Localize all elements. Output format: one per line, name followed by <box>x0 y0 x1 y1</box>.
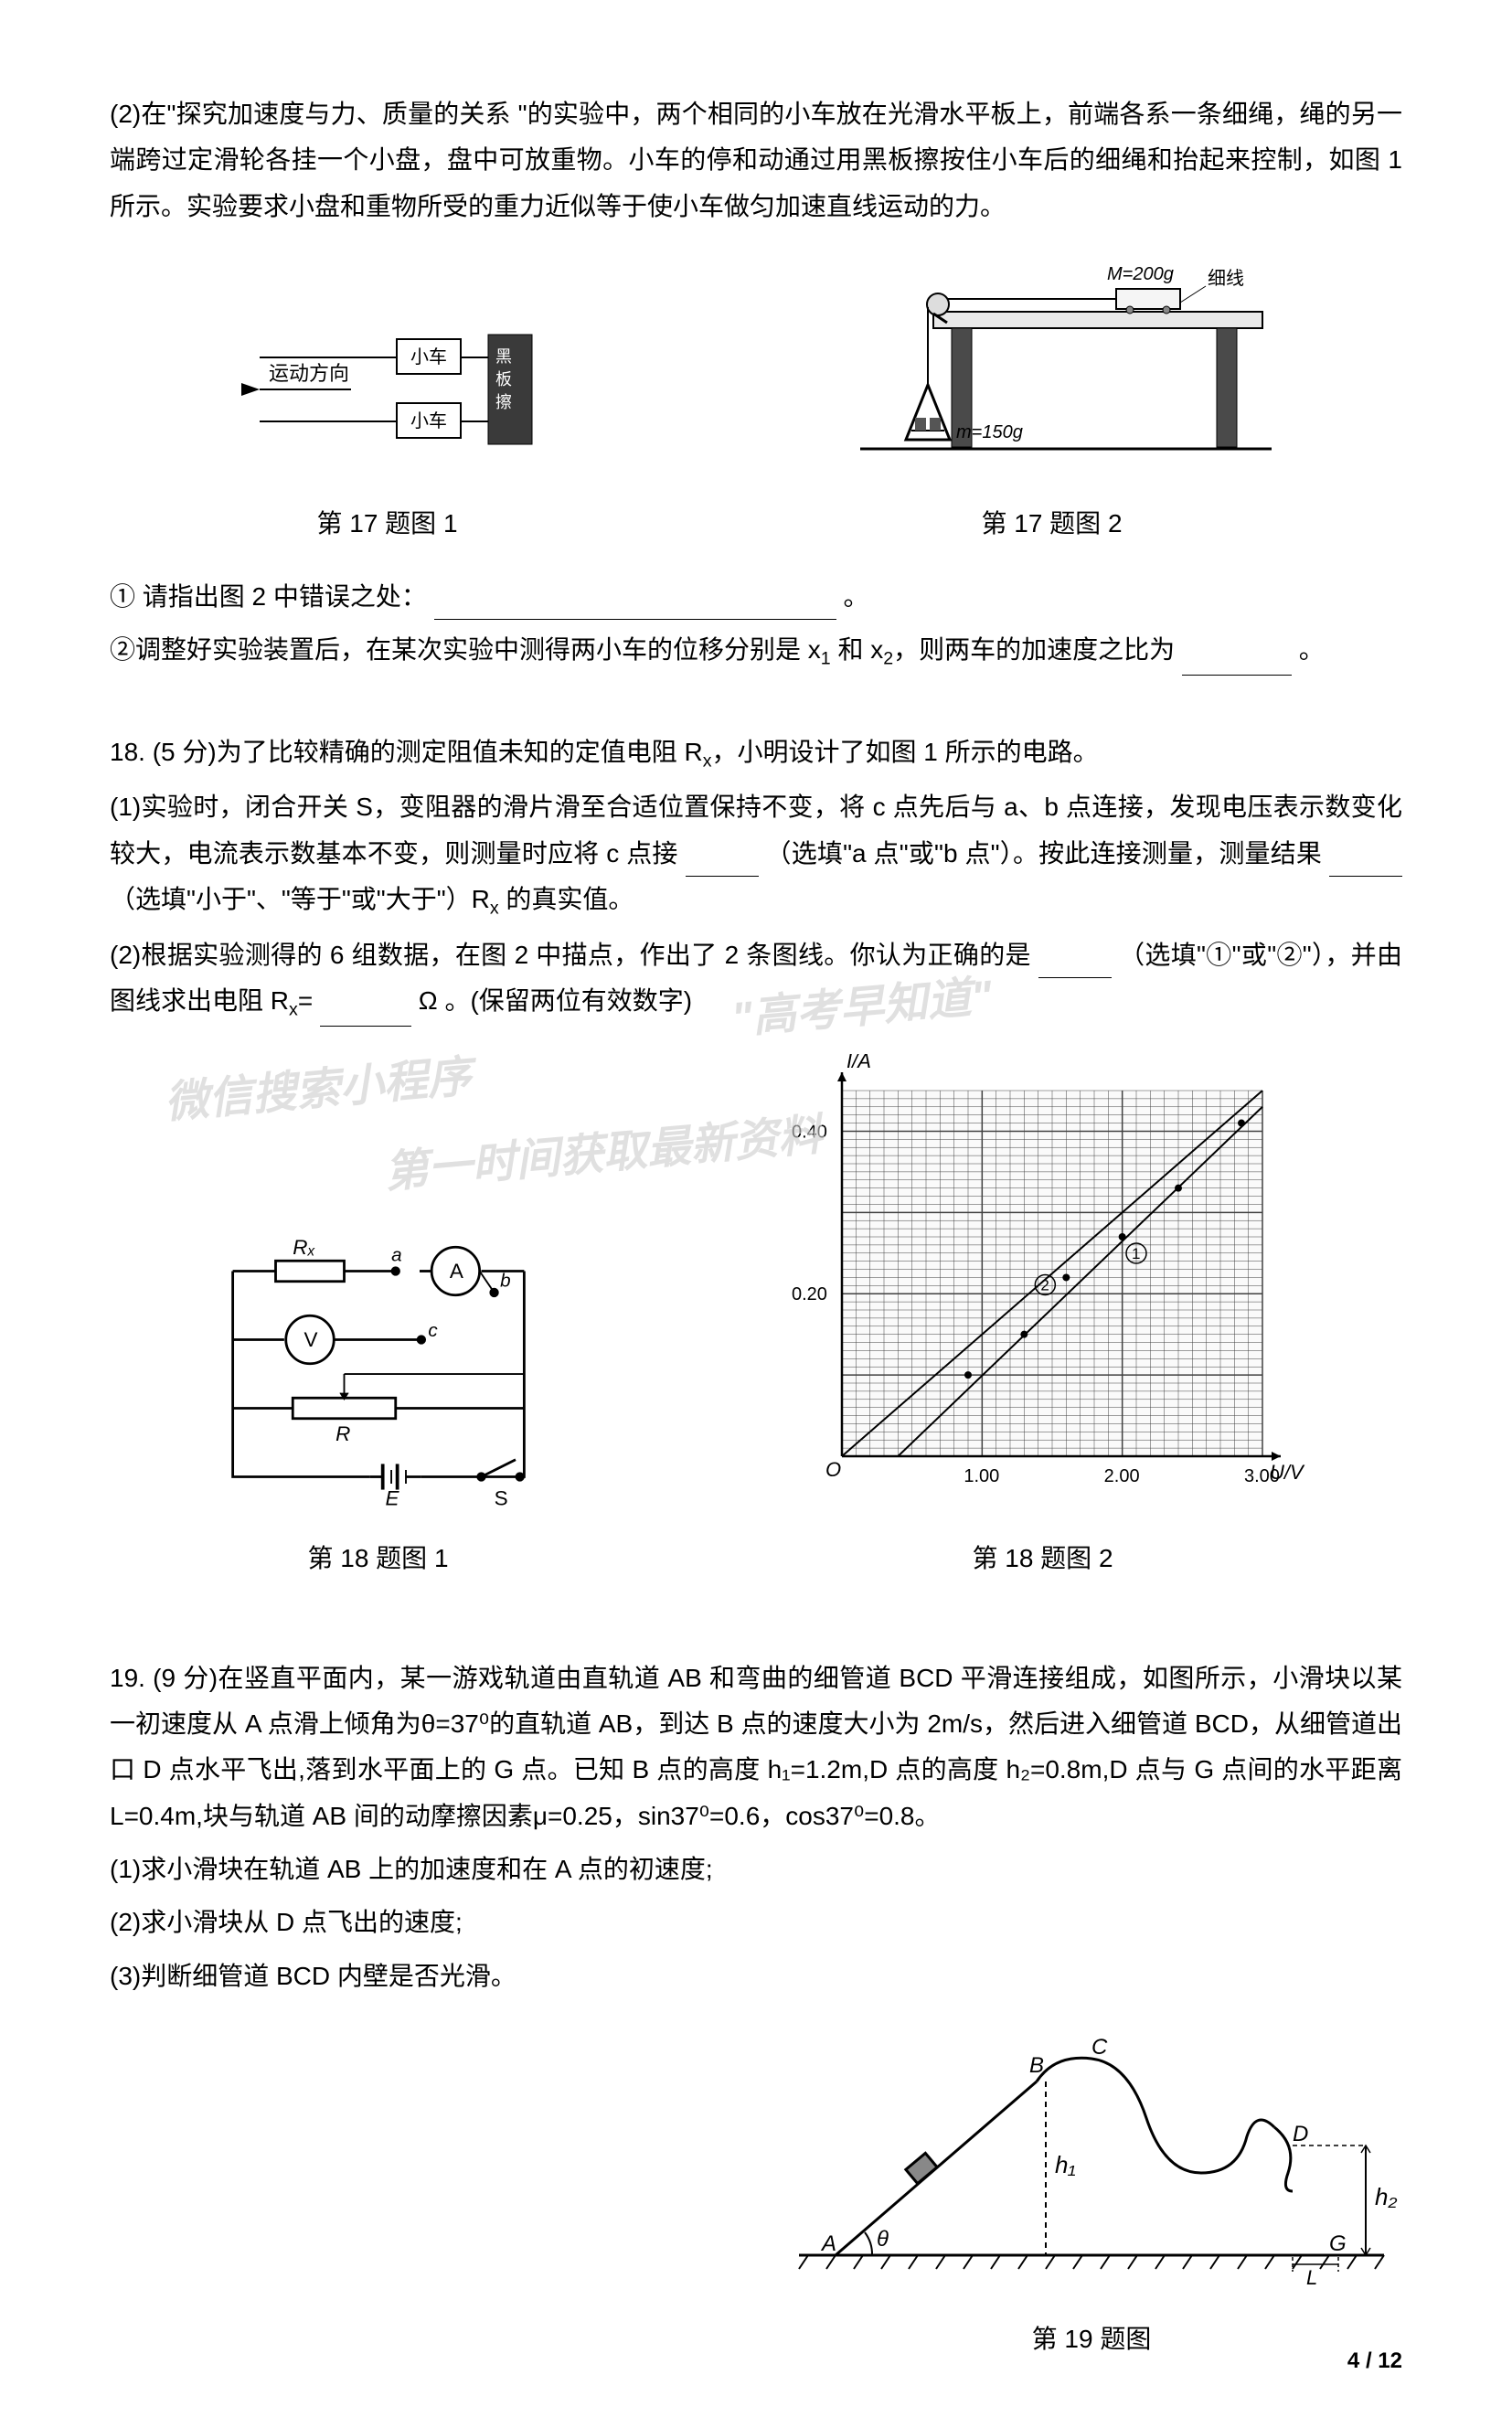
svg-text:a: a <box>391 1245 401 1266</box>
svg-text:小车: 小车 <box>410 410 447 431</box>
svg-text:1.00: 1.00 <box>964 1466 999 1486</box>
svg-text:m=150g: m=150g <box>956 422 1023 442</box>
svg-text:Rₓ: Rₓ <box>293 1237 315 1259</box>
q17-sub1-blank[interactable] <box>434 590 836 621</box>
q19-track-svg: A B C D G θ h₁ h₂ L <box>781 2018 1402 2292</box>
svg-text:板: 板 <box>495 370 512 389</box>
svg-text:B: B <box>1029 2053 1044 2078</box>
svg-text:0.40: 0.40 <box>792 1123 827 1143</box>
svg-text:3.00: 3.00 <box>1244 1466 1280 1486</box>
q18-figures-row: Rₓ A V R E S a b c 第 18 题图 1 OU/VI/A1.00… <box>110 1054 1402 1581</box>
q17-fig2-svg: M=200g 细线 m=150g <box>824 257 1281 476</box>
q18-fig2-block: OU/VI/A1.002.003.000.200.4012 第 18 题图 2 <box>760 1054 1326 1581</box>
q19-sub3: (3)判断细管道 BCD 内壁是否光滑。 <box>110 1954 1402 1999</box>
svg-text:h₁: h₁ <box>1055 2151 1076 2178</box>
q17-fig1-block: 运动方向 小车 小车 黑 板 擦 第 17 题图 1 <box>232 312 543 547</box>
q18-p1-blank2[interactable] <box>1329 846 1402 878</box>
svg-text:擦: 擦 <box>495 393 512 411</box>
q18-p1: (1)实验时，闭合开关 S，变阻器的滑片滑至合适位置保持不变，将 c 点先后与 … <box>110 784 1402 925</box>
q18-fig2-caption: 第 18 题图 2 <box>760 1536 1326 1581</box>
svg-text:2.00: 2.00 <box>1103 1466 1139 1486</box>
q17-sub2-prefix: ②调整好实验装置后，在某次实验中测得两小车的位移分别是 x <box>110 635 821 664</box>
q19-fig-caption: 第 19 题图 <box>781 2316 1402 2362</box>
q18-header: 18. (5 分)为了比较精确的测定阻值未知的定值电阻 Rx，小明设计了如图 1… <box>110 729 1402 778</box>
svg-text:c: c <box>428 1320 438 1341</box>
svg-text:I/A: I/A <box>847 1054 871 1072</box>
q17-fig1-caption: 第 17 题图 1 <box>232 501 543 547</box>
q18-p2: (2)根据实验测得的 6 组数据，在图 2 中描点，作出了 2 条图线。你认为正… <box>110 932 1402 1027</box>
svg-text:1: 1 <box>1132 1245 1140 1262</box>
page-footer: 4 / 12 <box>1347 2341 1402 2380</box>
q17-fig2-block: M=200g 细线 m=150g <box>824 257 1281 547</box>
q17-sub2: ②调整好实验装置后，在某次实验中测得两小车的位移分别是 x1 和 x2，则两车的… <box>110 627 1402 676</box>
svg-text:A: A <box>449 1260 463 1283</box>
q19-sub1: (1)求小滑块在轨道 AB 上的加速度和在 A 点的初速度; <box>110 1847 1402 1892</box>
q17-sub1-suffix: 。 <box>843 582 868 611</box>
q17-sub2-blank[interactable] <box>1182 645 1292 676</box>
q18-fig1-caption: 第 18 题图 1 <box>186 1536 570 1581</box>
svg-text:G: G <box>1329 2231 1347 2256</box>
svg-text:θ: θ <box>877 2227 889 2252</box>
svg-text:细线: 细线 <box>1208 268 1244 289</box>
svg-text:2: 2 <box>1040 1277 1049 1294</box>
q17-part2-intro: (2)在"探究加速度与力、质量的关系 "的实验中，两个相同的小车放在光滑水平板上… <box>110 91 1402 229</box>
q18-p2-blank1[interactable] <box>1038 948 1112 979</box>
svg-text:h₂: h₂ <box>1375 2183 1397 2210</box>
q18-circuit-svg: Rₓ A V R E S a b c <box>186 1237 570 1511</box>
svg-text:A: A <box>820 2231 836 2256</box>
svg-text:b: b <box>500 1271 510 1292</box>
q17-fig2-caption: 第 17 题图 2 <box>824 501 1281 547</box>
svg-text:L: L <box>1306 2266 1317 2289</box>
svg-text:0.20: 0.20 <box>792 1285 827 1305</box>
page-total: 12 <box>1378 2348 1402 2373</box>
svg-text:O: O <box>825 1458 841 1481</box>
q18-chart-svg: OU/VI/A1.002.003.000.200.4012 <box>760 1054 1326 1511</box>
q17-sub1: ① 请指出图 2 中错误之处： 。 <box>110 574 1402 620</box>
q17-fig1-svg: 运动方向 小车 小车 黑 板 擦 <box>232 312 543 476</box>
svg-text:M=200g: M=200g <box>1107 264 1174 284</box>
q17-figures-row: 运动方向 小车 小车 黑 板 擦 第 17 题图 1 M=200g 细线 <box>110 257 1402 547</box>
q18-fig1-block: Rₓ A V R E S a b c 第 18 题图 1 <box>186 1237 570 1581</box>
q17-sub1-prefix: ① 请指出图 2 中错误之处： <box>110 582 427 611</box>
svg-text:C: C <box>1091 2035 1108 2060</box>
q19-fig-block: A B C D G θ h₁ h₂ L 第 19 题图 <box>781 2018 1402 2362</box>
q18-p1-blank1[interactable] <box>686 846 759 878</box>
svg-text:R: R <box>335 1422 350 1445</box>
svg-text:S: S <box>494 1487 507 1510</box>
svg-text:D: D <box>1293 2122 1308 2146</box>
svg-text:小车: 小车 <box>410 346 447 367</box>
q18-p2-blank2[interactable] <box>320 996 411 1027</box>
q19-header: 19. (9 分)在竖直平面内，某一游戏轨道由直轨道 AB 和弯曲的细管道 BC… <box>110 1656 1402 1840</box>
page-number: 4 <box>1347 2348 1359 2373</box>
svg-text:黑: 黑 <box>495 347 512 366</box>
svg-text:V: V <box>303 1328 317 1351</box>
q19-sub2: (2)求小滑块从 D 点飞出的速度; <box>110 1900 1402 1945</box>
direction-label: 运动方向 <box>269 362 349 385</box>
svg-text:E: E <box>385 1487 399 1510</box>
